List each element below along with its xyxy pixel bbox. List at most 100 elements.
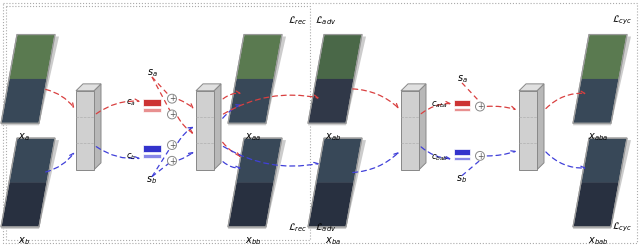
Polygon shape <box>316 138 362 183</box>
Polygon shape <box>196 84 221 91</box>
Polygon shape <box>573 35 627 123</box>
Text: $x_{aba}$: $x_{aba}$ <box>588 131 608 143</box>
Text: $c_{bab}$: $c_{bab}$ <box>431 153 448 163</box>
Polygon shape <box>308 183 354 227</box>
Polygon shape <box>236 138 282 183</box>
Polygon shape <box>1 140 59 229</box>
Polygon shape <box>228 79 274 123</box>
Polygon shape <box>581 35 627 79</box>
Text: $x_{bab}$: $x_{bab}$ <box>588 235 608 247</box>
Polygon shape <box>581 138 627 183</box>
Text: $s_a$: $s_a$ <box>456 73 467 85</box>
Polygon shape <box>228 35 282 123</box>
Polygon shape <box>519 84 544 91</box>
Polygon shape <box>228 37 286 125</box>
Polygon shape <box>573 138 627 227</box>
Polygon shape <box>1 79 47 123</box>
Polygon shape <box>581 35 627 79</box>
Polygon shape <box>537 84 544 170</box>
Bar <box>196 91 214 170</box>
Polygon shape <box>228 183 274 227</box>
Bar <box>454 157 470 160</box>
Text: $\mathcal{L}_{cyc}$: $\mathcal{L}_{cyc}$ <box>612 220 632 234</box>
Bar <box>519 91 537 170</box>
Text: $x_{ab}$: $x_{ab}$ <box>325 131 341 143</box>
Text: $\mathcal{L}_{adv}$: $\mathcal{L}_{adv}$ <box>315 14 337 27</box>
Text: +: + <box>477 102 483 111</box>
Bar <box>454 100 470 106</box>
Text: $c_b$: $c_b$ <box>126 152 136 162</box>
Text: +: + <box>169 110 175 119</box>
Polygon shape <box>236 35 282 79</box>
Polygon shape <box>573 79 619 123</box>
Polygon shape <box>228 79 274 123</box>
Text: $\mathcal{L}_{cyc}$: $\mathcal{L}_{cyc}$ <box>612 14 632 27</box>
Bar <box>143 99 161 106</box>
Polygon shape <box>1 35 55 123</box>
Polygon shape <box>573 183 619 227</box>
Bar <box>143 154 161 158</box>
Polygon shape <box>308 138 362 227</box>
Polygon shape <box>1 138 55 227</box>
Polygon shape <box>308 37 366 125</box>
Polygon shape <box>76 84 101 91</box>
Polygon shape <box>581 138 627 183</box>
Text: $\mathcal{L}_{adv}$: $\mathcal{L}_{adv}$ <box>315 221 337 234</box>
Polygon shape <box>1 37 59 125</box>
Circle shape <box>476 102 484 111</box>
Polygon shape <box>1 79 47 123</box>
Polygon shape <box>9 35 55 79</box>
Polygon shape <box>94 84 101 170</box>
Polygon shape <box>236 35 282 79</box>
Polygon shape <box>573 140 631 229</box>
Polygon shape <box>316 35 362 79</box>
Text: $\mathcal{L}_{rec}$: $\mathcal{L}_{rec}$ <box>287 14 307 27</box>
Polygon shape <box>9 138 55 183</box>
Bar <box>454 108 470 111</box>
Polygon shape <box>316 138 362 183</box>
Text: $x_{aa}$: $x_{aa}$ <box>245 131 261 143</box>
Polygon shape <box>1 183 47 227</box>
Polygon shape <box>228 183 274 227</box>
Circle shape <box>476 151 484 160</box>
Polygon shape <box>9 138 55 183</box>
Text: $s_b$: $s_b$ <box>456 174 468 186</box>
Text: $c_a$: $c_a$ <box>126 97 136 108</box>
Circle shape <box>168 110 177 119</box>
Bar <box>454 149 470 155</box>
Text: $x_{bb}$: $x_{bb}$ <box>245 235 261 247</box>
Circle shape <box>168 156 177 165</box>
Polygon shape <box>401 84 426 91</box>
Polygon shape <box>573 79 619 123</box>
Polygon shape <box>9 35 55 79</box>
Circle shape <box>168 141 177 149</box>
Text: +: + <box>169 94 175 103</box>
Text: +: + <box>169 157 175 166</box>
Polygon shape <box>214 84 221 170</box>
Polygon shape <box>228 140 286 229</box>
Bar <box>143 108 161 112</box>
Text: $\mathcal{L}_{rec}$: $\mathcal{L}_{rec}$ <box>287 221 307 234</box>
Text: +: + <box>169 141 175 150</box>
Polygon shape <box>573 183 619 227</box>
Polygon shape <box>573 37 631 125</box>
Bar <box>143 145 161 152</box>
Polygon shape <box>236 138 282 183</box>
Polygon shape <box>316 35 362 79</box>
Text: $x_{ba}$: $x_{ba}$ <box>325 235 341 247</box>
Circle shape <box>168 94 177 103</box>
Polygon shape <box>308 140 366 229</box>
Bar <box>401 91 419 170</box>
Text: $c_{aba}$: $c_{aba}$ <box>431 99 448 110</box>
Polygon shape <box>308 79 354 123</box>
Text: $s_b$: $s_b$ <box>147 175 157 187</box>
Polygon shape <box>308 79 354 123</box>
Text: $s_a$: $s_a$ <box>147 67 157 79</box>
Polygon shape <box>419 84 426 170</box>
Polygon shape <box>228 138 282 227</box>
Text: $x_b$: $x_b$ <box>18 235 30 247</box>
Text: +: + <box>477 152 483 161</box>
Polygon shape <box>308 35 362 123</box>
Polygon shape <box>308 183 354 227</box>
Polygon shape <box>1 183 47 227</box>
